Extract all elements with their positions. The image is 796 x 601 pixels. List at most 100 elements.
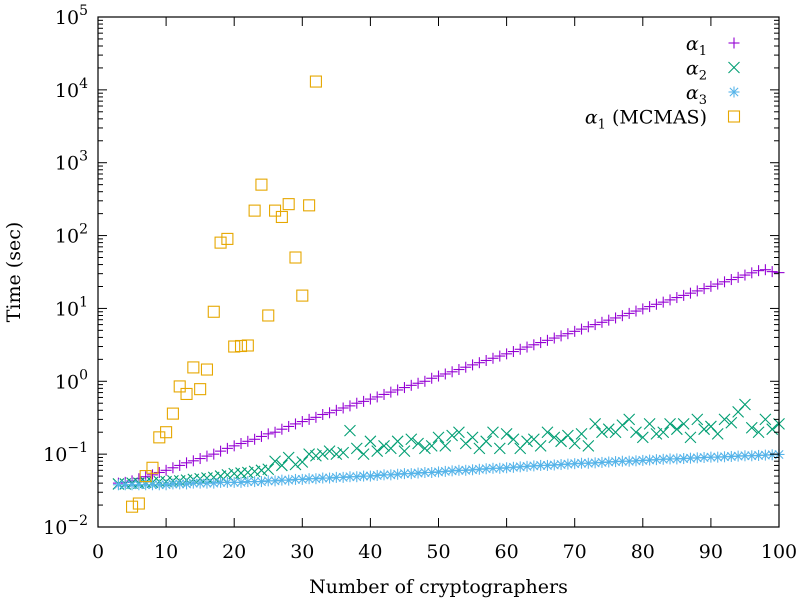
data-point-plus <box>507 346 519 358</box>
data-point-square <box>275 210 288 224</box>
data-point-square <box>221 232 234 245</box>
data-point-cross <box>487 426 499 439</box>
x-tick-label: 80 <box>631 541 655 563</box>
data-point-plus <box>753 265 765 277</box>
x-axis-title: Number of cryptographers <box>309 576 568 598</box>
data-point-plus <box>344 400 356 412</box>
data-point-star <box>582 457 594 469</box>
data-point-cross <box>657 426 670 439</box>
data-point-plus <box>678 289 690 301</box>
data-point-cross <box>303 448 315 461</box>
data-point-plus <box>194 453 206 465</box>
data-point-plus <box>330 404 342 416</box>
y-tick-label: 10−1 <box>43 440 88 466</box>
axis-ticks: 0 10 20 30 40 50 60 70 80 90 100 10−2 10−1 100 101 102 1… <box>43 3 796 563</box>
data-point-square <box>187 361 200 374</box>
data-point-plus <box>494 350 506 362</box>
data-point-star <box>541 459 553 471</box>
data-point-plus <box>610 312 622 324</box>
legend-marker <box>728 61 740 74</box>
plot-marks <box>112 75 785 513</box>
data-point-square <box>296 289 309 302</box>
data-point-square <box>282 198 295 211</box>
data-point-cross <box>439 439 452 452</box>
data-point-cross <box>664 418 676 430</box>
data-point-plus <box>201 450 213 462</box>
data-point-plus <box>480 354 492 366</box>
data-point-cross <box>677 418 690 430</box>
legend-label: α2 <box>686 58 707 84</box>
data-point-square <box>173 380 186 393</box>
data-point-star <box>507 461 519 473</box>
data-point-cross <box>670 423 683 436</box>
data-point-cross <box>378 439 390 452</box>
data-point-star <box>249 476 261 488</box>
data-point-plus <box>528 339 540 351</box>
data-point-cross <box>432 431 445 444</box>
data-point-square <box>228 340 241 353</box>
data-point-plus <box>317 409 329 421</box>
data-point-square <box>303 199 316 212</box>
data-point-plus <box>412 377 424 389</box>
data-point-cross <box>745 421 758 434</box>
x-tick-label: 40 <box>358 541 382 563</box>
data-point-star <box>453 464 465 476</box>
data-point-plus <box>623 307 635 319</box>
data-point-cross <box>480 435 493 448</box>
data-point-square <box>255 178 268 191</box>
data-point-square <box>194 383 207 396</box>
data-point-star <box>174 478 186 490</box>
x-tick-label: 70 <box>563 541 587 563</box>
data-point-plus <box>657 296 669 308</box>
data-point-plus <box>650 298 662 310</box>
data-point-plus <box>460 361 472 373</box>
y-tick-label: 103 <box>55 149 88 175</box>
data-point-cross <box>412 437 424 450</box>
data-point-cross <box>555 435 567 448</box>
data-point-plus <box>467 359 479 371</box>
data-point-plus <box>146 469 158 481</box>
data-point-plus <box>174 459 186 471</box>
data-point-plus <box>153 466 165 478</box>
data-point-plus <box>364 393 376 405</box>
y-tick-label: 102 <box>55 222 88 248</box>
data-point-plus <box>453 364 465 376</box>
data-point-cross <box>643 418 656 430</box>
data-point-star <box>501 462 513 474</box>
data-point-star <box>535 459 547 471</box>
data-point-cross <box>316 448 329 461</box>
data-point-plus <box>398 382 410 394</box>
data-point-cross <box>521 435 533 448</box>
data-point-cross <box>589 418 602 430</box>
data-point-cross <box>507 433 520 446</box>
x-tick-label: 0 <box>92 541 104 563</box>
data-point-square <box>180 387 193 401</box>
data-point-cross <box>759 413 772 426</box>
data-point-star <box>569 458 581 470</box>
data-point-plus <box>535 337 547 349</box>
data-point-plus <box>433 370 444 382</box>
data-point-star <box>467 464 479 476</box>
x-tick-label: 30 <box>290 541 314 563</box>
legend-marker <box>728 86 740 98</box>
data-point-cross <box>623 413 636 426</box>
data-point-cross <box>262 463 275 476</box>
data-point-square <box>248 204 261 217</box>
data-point-plus <box>739 269 751 281</box>
data-point-plus <box>215 445 227 457</box>
data-point-plus <box>296 416 308 428</box>
data-point-plus <box>521 341 533 353</box>
legend-marker <box>727 110 741 123</box>
data-point-plus <box>691 285 703 297</box>
data-point-plus <box>712 278 724 290</box>
data-point-plus <box>385 386 397 398</box>
data-point-cross <box>562 429 574 442</box>
data-point-plus <box>392 384 404 396</box>
data-point-cross <box>739 398 751 411</box>
data-point-plus <box>630 305 642 317</box>
x-tick-label: 100 <box>761 541 796 563</box>
data-point-cross <box>269 455 281 468</box>
data-point-star <box>187 477 199 489</box>
data-point-star <box>644 454 656 466</box>
data-point-square <box>269 204 282 217</box>
